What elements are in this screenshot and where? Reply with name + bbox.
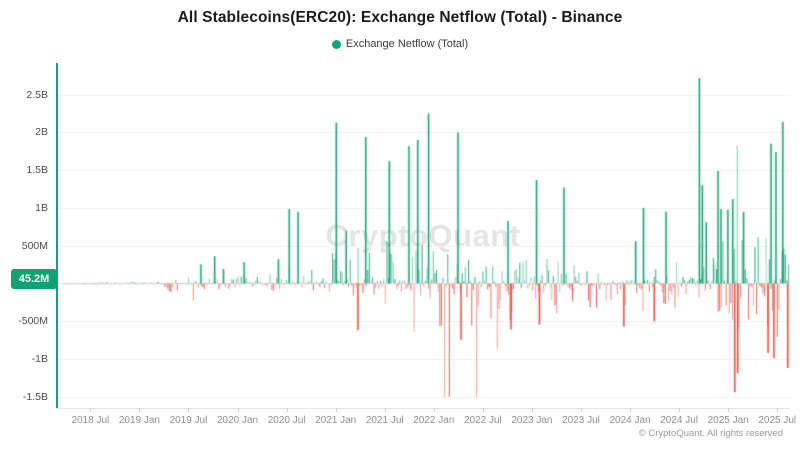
legend[interactable]: Exchange Netflow (Total)	[0, 38, 800, 50]
y-tick-label: 500M	[21, 239, 48, 252]
legend-marker-icon	[331, 39, 341, 49]
x-tick-mark	[433, 408, 435, 412]
x-tick-label: 2023 Jul	[562, 415, 600, 426]
x-tick-mark	[139, 408, 141, 412]
x-tick-mark	[286, 408, 288, 412]
x-tick-mark	[188, 408, 190, 412]
x-tick-label: 2022 Jul	[463, 415, 502, 426]
x-tick-label: 2022 Jan	[413, 415, 455, 426]
x-tick-mark	[580, 408, 582, 412]
x-tick-mark	[90, 408, 92, 412]
x-tick-label: 2023 Jan	[511, 415, 553, 426]
x-tick-label: 2021 Jan	[315, 415, 357, 426]
page-title: All Stablecoins(ERC20): Exchange Netflow…	[177, 9, 623, 26]
x-tick-label: 2024 Jul	[660, 415, 699, 426]
x-tick-mark	[777, 408, 779, 412]
netflow-bars-plot[interactable]	[56, 63, 790, 408]
x-axis-baseline	[56, 408, 790, 409]
copyright-text: © CryptoQuant. All rights reserved	[638, 428, 783, 439]
x-tick-label: 2020 Jan	[216, 415, 259, 426]
x-tick-mark	[531, 408, 533, 412]
x-tick-label: 2025 Jan	[707, 415, 749, 426]
y-tick-label: 1B	[35, 201, 48, 214]
x-tick-label: 2025 Jul	[758, 415, 797, 426]
y-tick-label: 2.5B	[26, 88, 48, 101]
y-tick-label: -1B	[31, 352, 48, 365]
y-tick-label: -500M	[18, 315, 48, 328]
y-tick-label: -1.5B	[22, 390, 48, 403]
latest-value-badge: 45.2M	[11, 269, 57, 290]
y-tick-label: 2B	[35, 126, 48, 139]
x-tick-mark	[335, 408, 337, 412]
y-tick-label: 1.5B	[26, 164, 48, 177]
x-tick-label: 2020 Jul	[267, 415, 306, 426]
x-tick-label: 2018 Jul	[71, 415, 110, 426]
y-axis-line	[56, 63, 58, 408]
x-tick-label: 2019 Jan	[118, 415, 160, 426]
x-tick-label: 2021 Jul	[365, 415, 404, 426]
x-tick-mark	[384, 408, 386, 412]
x-tick-mark	[482, 408, 484, 412]
legend-label: Exchange Netflow (Total)	[345, 38, 469, 50]
x-tick-label: 2024 Jan	[609, 415, 651, 426]
x-tick-label: 2019 Jul	[169, 415, 208, 426]
x-tick-mark	[679, 408, 681, 412]
x-tick-mark	[237, 408, 239, 412]
x-tick-mark	[630, 408, 632, 412]
x-tick-mark	[728, 408, 730, 412]
